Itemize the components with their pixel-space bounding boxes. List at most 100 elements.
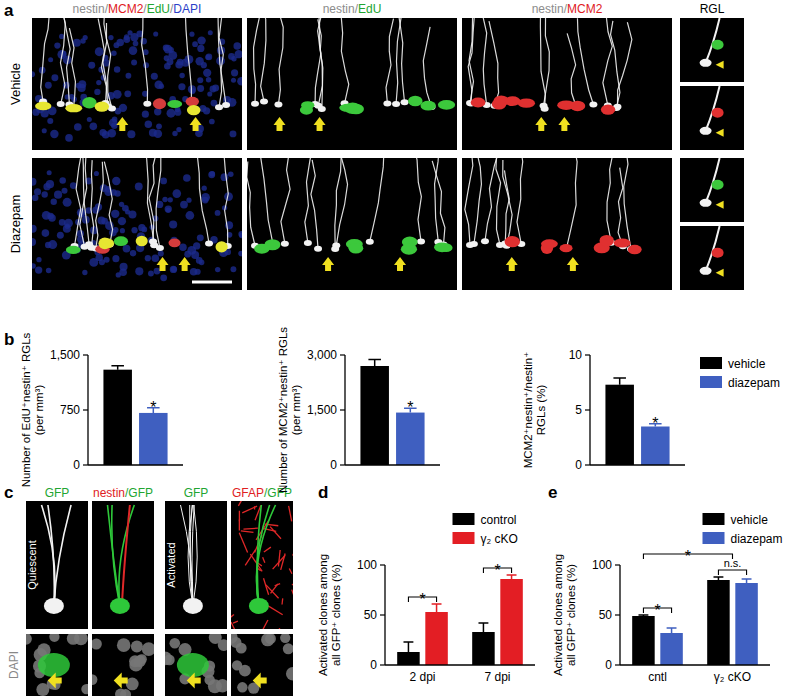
micrograph-content [465,158,642,271]
nucleus [168,197,173,202]
process [257,505,276,606]
bar [103,370,132,465]
cell-body [700,127,712,135]
panel-label: b [4,330,14,349]
cell [167,100,182,108]
nucleus [175,61,183,69]
cell-body [318,106,326,112]
y-tick-label: 3,000 [307,348,337,362]
y-tick-label: 1,500 [307,403,337,417]
cell-body [44,598,64,614]
micrograph-content [181,505,203,614]
nucleus [114,66,120,72]
cell [712,40,724,50]
cell-body [314,246,322,252]
fiber [104,162,112,245]
legend-swatch [453,513,475,525]
cell-body [38,653,70,677]
nucleus [120,263,128,271]
fiber [483,18,486,105]
fiber [607,158,613,243]
fiber [270,527,281,539]
nucleus [237,682,247,692]
cell [153,98,166,109]
fiber [566,158,577,249]
nucleus [199,260,205,266]
micrograph [158,631,230,696]
nucleus [206,54,213,61]
nucleus [192,41,198,47]
nucleus [120,689,131,696]
nucleus [171,266,177,272]
micrograph-content [251,18,455,131]
fiber [224,158,228,246]
nucleus [135,183,143,191]
nucleus [74,634,88,645]
cell-body [700,59,712,67]
nucleus [123,36,130,43]
y-tick-label: 0 [330,458,337,472]
bar [641,427,670,466]
fiber [263,557,265,562]
cell-body [205,240,213,246]
bar [735,583,758,665]
y-tick-label: 0 [605,658,612,672]
image-header: GFP [45,486,70,500]
nucleus [148,270,154,276]
bar [660,633,683,665]
cell [339,104,356,112]
nucleus [82,270,87,275]
micrograph-content [92,638,154,696]
nucleus [100,184,108,192]
nucleus [237,77,242,86]
cell [98,237,111,249]
nucleus [238,231,242,237]
fiber [266,585,279,598]
fiber [465,158,473,245]
nucleus [165,654,175,665]
fiber [239,533,247,553]
nucleus [215,210,221,216]
bar [425,612,448,665]
header-part: nestin [93,486,125,500]
y-label: all GFP⁺ clones (%) [330,564,342,666]
legend-swatch [453,532,475,544]
nucleus [57,232,64,239]
image-header: GFP [184,486,209,500]
cell [471,98,486,108]
nucleus [112,255,119,262]
cell [408,96,423,107]
nucleus [166,109,175,118]
error-bar [507,575,517,579]
micrograph [247,0,457,150]
bar [500,579,523,665]
error-bar [368,359,381,366]
panel-label: d [318,483,328,502]
fiber [318,19,323,109]
legend-label: diazepam [731,532,783,546]
fiber [624,158,631,249]
process [42,505,56,606]
nucleus [197,36,205,44]
micrograph [92,501,154,629]
cell [187,105,201,115]
micrograph-content [108,505,135,614]
image-header: nestin/EdU [323,2,382,16]
nucleus [48,240,57,249]
nucleus [165,205,172,212]
nucleus [160,274,167,281]
process [188,505,193,606]
cell [600,235,614,246]
micrograph-bg [680,18,744,82]
fiber [197,158,209,243]
cell-body [215,104,223,110]
nucleus [94,89,100,95]
micrograph-bg [680,158,744,222]
chart: 0510MCM2⁺nestin⁺/nestin⁺RGLs (%)vehicled… [522,348,780,472]
fiber [91,160,94,248]
nucleus [145,255,151,261]
marks [397,575,523,665]
micrograph [462,143,672,290]
fiber [122,505,130,606]
nucleus [32,263,36,269]
